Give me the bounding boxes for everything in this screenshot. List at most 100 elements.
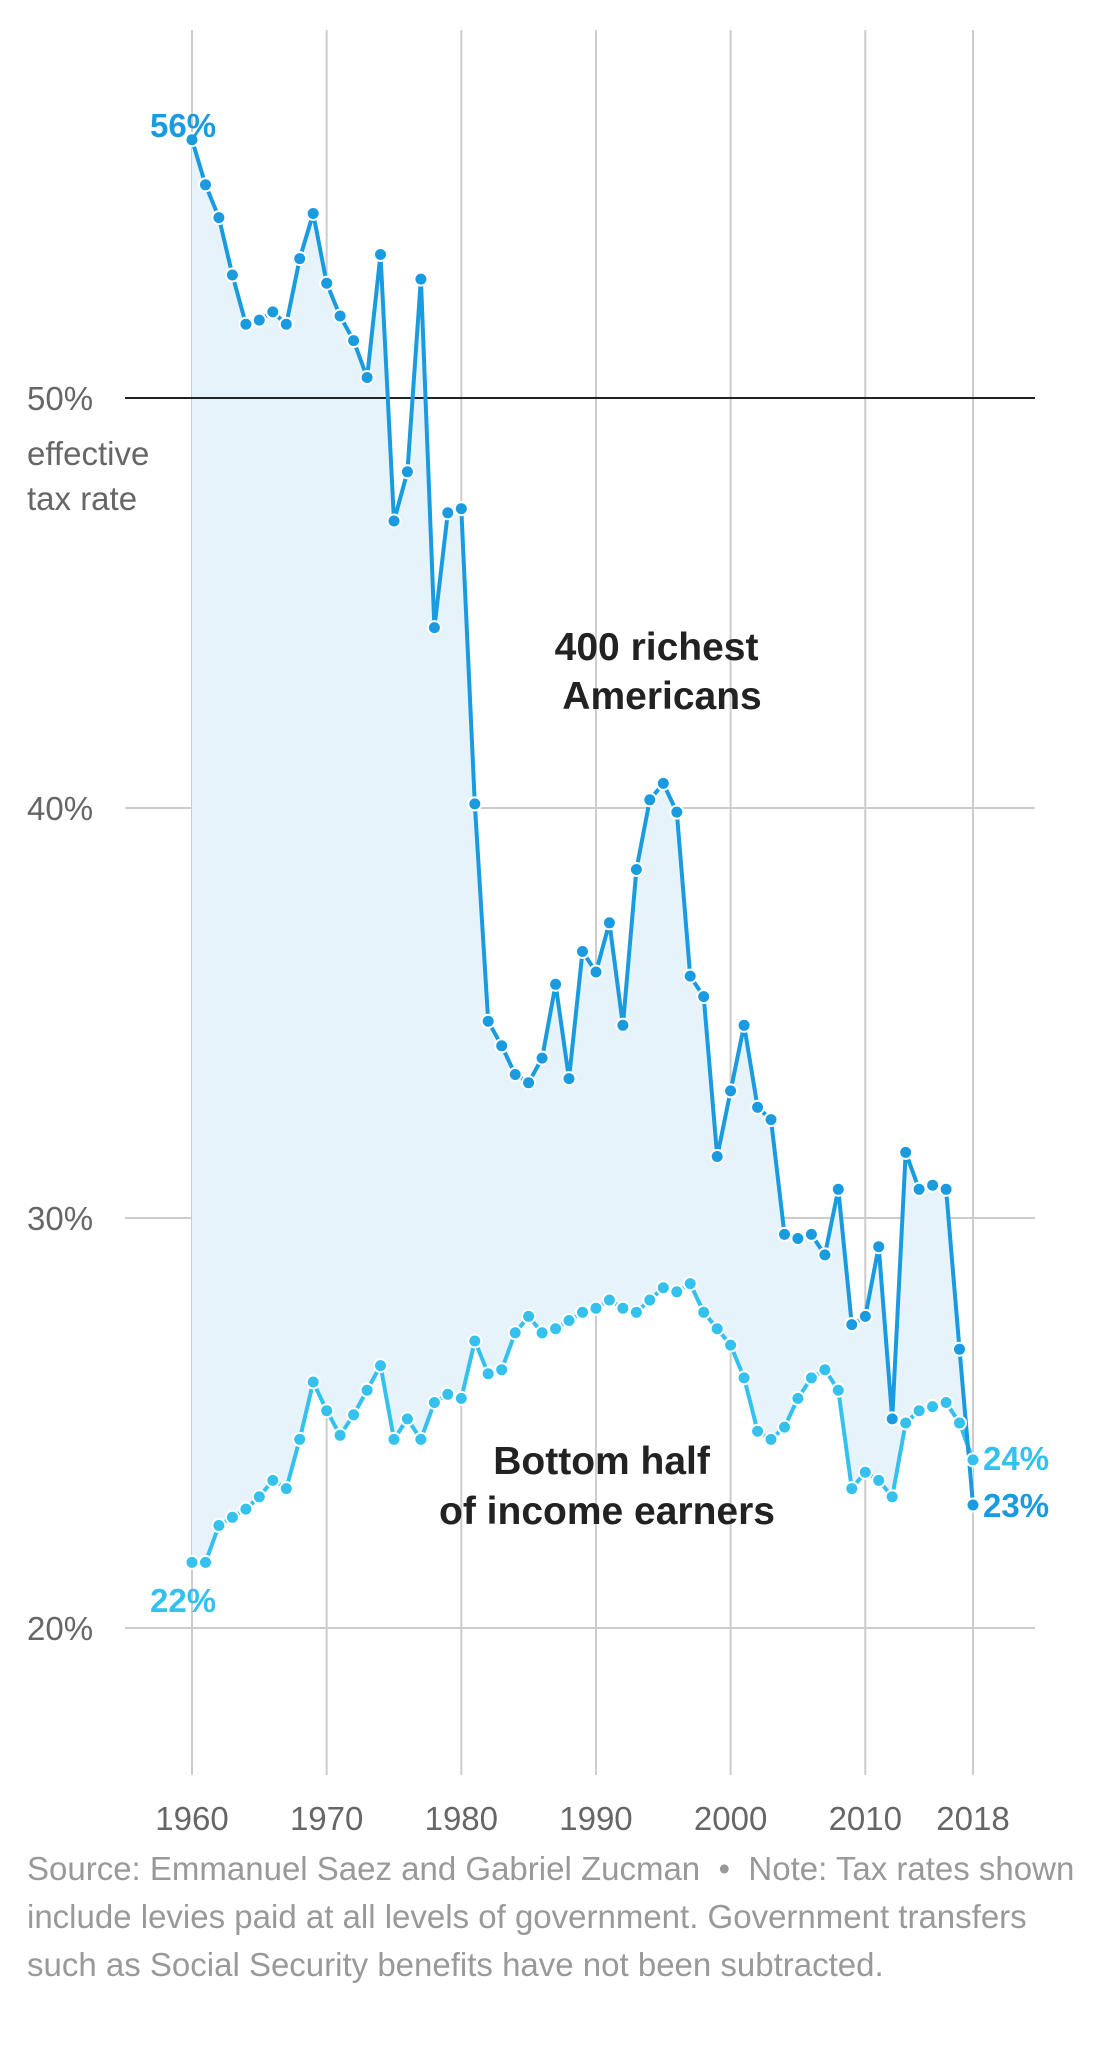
- point-bottom-half-1966: [265, 1472, 281, 1488]
- y-axis-label: effective tax rate: [27, 435, 158, 517]
- x-tick-label-1990: 1990: [559, 1800, 632, 1837]
- point-richest-2007: [817, 1247, 833, 1263]
- point-richest-1968: [292, 251, 308, 267]
- point-richest-2009: [844, 1317, 860, 1333]
- point-bottom-half-2005: [790, 1390, 806, 1406]
- point-richest-2001: [736, 1017, 752, 1033]
- point-bottom-half-1989: [575, 1304, 590, 1320]
- point-bottom-half-1979: [440, 1386, 456, 1402]
- series-label-bottom-half-line-1: Bottom half: [493, 1440, 711, 1483]
- point-bottom-half-1991: [601, 1292, 617, 1308]
- point-bottom-half-1981: [467, 1333, 483, 1349]
- point-richest-1988: [561, 1071, 577, 1087]
- point-bottom-half-1965: [251, 1489, 267, 1505]
- point-richest-1969: [305, 206, 321, 221]
- point-bottom-half-1976: [399, 1411, 415, 1427]
- x-tick-label-1970: 1970: [290, 1800, 363, 1837]
- point-bottom-half-1963: [224, 1509, 240, 1525]
- footnote: Source: Emmanuel Saez and Gabriel Zucman…: [27, 1845, 1087, 1989]
- point-bottom-half-1998: [696, 1304, 712, 1320]
- y-tick-label-20: 20%: [27, 1610, 93, 1647]
- point-richest-1984: [507, 1067, 523, 1082]
- point-richest-1983: [494, 1038, 510, 1054]
- point-bottom-half-1986: [534, 1325, 550, 1341]
- point-richest-2017: [952, 1341, 967, 1357]
- point-bottom-half-2017: [952, 1415, 967, 1431]
- y-axis-label-line-2: tax rate: [27, 480, 137, 517]
- point-bottom-half-2000: [723, 1337, 739, 1353]
- point-bottom-half-1973: [359, 1382, 375, 1398]
- point-bottom-half-1985: [521, 1308, 537, 1324]
- point-richest-2002: [750, 1099, 766, 1115]
- point-bottom-half-1992: [615, 1300, 631, 1316]
- point-richest-1967: [278, 316, 294, 332]
- point-bottom-half-1978: [426, 1395, 442, 1410]
- point-richest-1980: [453, 501, 469, 517]
- point-bottom-half-2008: [830, 1382, 846, 1398]
- y-tick-label-50: 50%: [27, 380, 93, 417]
- y-axis-ticks: 50% 40% 30% 20%: [27, 380, 93, 1647]
- point-bottom-half-1994: [642, 1292, 658, 1308]
- y-axis-label-line-1: effective: [27, 435, 149, 472]
- point-bottom-half-1999: [709, 1321, 725, 1337]
- start-label-richest: 56%: [150, 107, 216, 144]
- point-bottom-half-2001: [736, 1370, 752, 1386]
- point-richest-2000: [723, 1083, 739, 1099]
- point-richest-2016: [938, 1181, 954, 1197]
- point-bottom-half-1961: [198, 1554, 213, 1570]
- point-bottom-half-1972: [346, 1407, 362, 1423]
- point-bottom-half-1968: [292, 1431, 308, 1447]
- point-richest-1994: [642, 792, 658, 808]
- point-bottom-half-2002: [750, 1423, 766, 1439]
- x-axis-ticks: 1960 1970 1980 1990 2000 2010 2018: [155, 1800, 1009, 1837]
- end-label-richest: 23%: [983, 1487, 1049, 1524]
- point-richest-2008: [830, 1181, 846, 1197]
- point-bottom-half-2016: [938, 1395, 954, 1410]
- point-bottom-half-1997: [682, 1276, 698, 1292]
- point-richest-1979: [440, 505, 456, 521]
- series-label-bottom-half-line-2: of income earners: [439, 1490, 775, 1533]
- point-bottom-half-1982: [480, 1366, 496, 1382]
- footnote-source: Source: Emmanuel Saez and Gabriel Zucman: [27, 1850, 701, 1887]
- point-bottom-half-1984: [507, 1325, 523, 1341]
- x-tick-label-2000: 2000: [694, 1800, 767, 1837]
- point-richest-1997: [682, 968, 698, 984]
- point-richest-1962: [211, 210, 227, 226]
- point-bottom-half-2010: [857, 1464, 873, 1480]
- point-bottom-half-2006: [803, 1370, 819, 1386]
- point-richest-1992: [615, 1017, 631, 1033]
- point-richest-2011: [871, 1239, 887, 1255]
- footnote-note: Note: Tax rates shown include levies pai…: [27, 1850, 1075, 1983]
- point-richest-2004: [777, 1226, 792, 1242]
- tax-rate-chart: 50% 40% 30% 20% effective tax rate 1960 1970…: [27, 30, 1049, 1837]
- point-bottom-half-1996: [669, 1284, 685, 1300]
- point-bottom-half-1967: [278, 1481, 294, 1497]
- point-bottom-half-2012: [884, 1489, 900, 1505]
- point-bottom-half-2003: [763, 1431, 779, 1447]
- end-label-bottom-half: 24%: [983, 1440, 1049, 1477]
- point-richest-1982: [480, 1013, 496, 1029]
- series-points: [184, 132, 981, 1570]
- point-richest-2012: [884, 1411, 900, 1427]
- point-bottom-half-1987: [548, 1321, 564, 1337]
- point-bottom-half-1988: [561, 1313, 577, 1328]
- point-richest-1985: [521, 1075, 537, 1091]
- point-richest-1989: [575, 944, 590, 959]
- x-tick-label-2018: 2018: [936, 1800, 1009, 1837]
- point-bottom-half-1969: [305, 1374, 321, 1390]
- point-richest-1996: [669, 804, 685, 820]
- point-bottom-half-1995: [655, 1280, 671, 1296]
- point-bottom-half-2007: [817, 1362, 833, 1378]
- point-richest-1990: [588, 964, 604, 980]
- point-richest-1986: [534, 1050, 550, 1066]
- point-richest-1966: [265, 304, 281, 320]
- point-bottom-half-2011: [871, 1472, 887, 1488]
- point-richest-2014: [911, 1181, 927, 1197]
- start-label-bottom-half: 22%: [150, 1582, 216, 1619]
- point-richest-2005: [790, 1231, 806, 1246]
- series-label-bottom-half: Bottom half of income earners: [439, 1440, 775, 1533]
- point-bottom-half-1977: [413, 1431, 429, 1447]
- point-richest-2010: [857, 1308, 873, 1324]
- point-richest-1970: [319, 275, 335, 291]
- point-richest-1972: [346, 333, 362, 349]
